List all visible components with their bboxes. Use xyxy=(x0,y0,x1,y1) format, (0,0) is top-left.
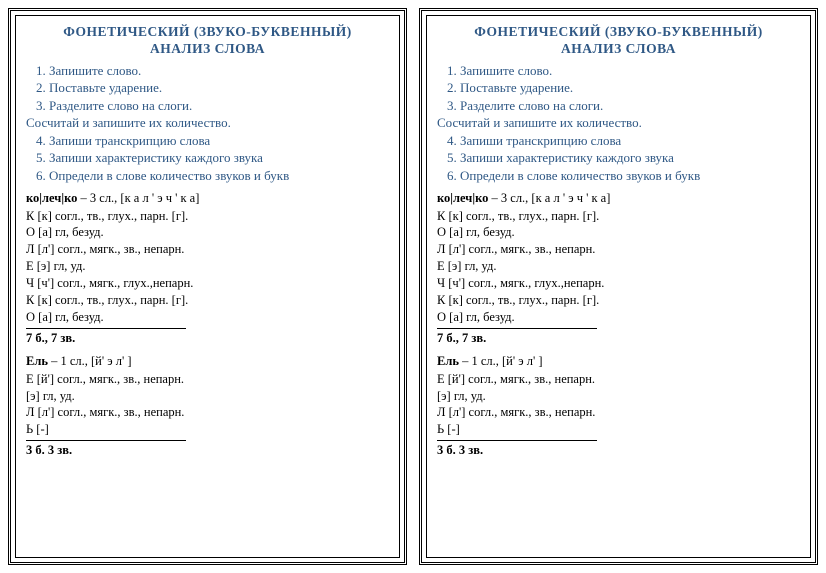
word1-header: ко|леч|ко – 3 сл., [к а л ' э ч ' к а] xyxy=(26,191,389,206)
step-2: 2. Поставьте ударение. xyxy=(437,79,800,97)
word1-row: О [а] гл, безуд. xyxy=(26,224,389,241)
word1-bold: ко|леч|ко xyxy=(26,191,77,205)
word2-header: Ель – 1 сл., [й' э л' ] xyxy=(437,354,800,369)
step-1: 1. Запишите слово. xyxy=(26,62,389,80)
word1-row: Л [л'] согл., мягк., зв., непарн. xyxy=(26,241,389,258)
word2-row: Ь [-] xyxy=(437,421,800,438)
word1-row: О [а] гл, безуд. xyxy=(26,309,389,326)
step-5: 5. Запиши характеристику каждого звука xyxy=(437,149,800,167)
word2-row: Л [л'] согл., мягк., зв., непарн. xyxy=(437,404,800,421)
page-card: ФОНЕТИЧЕСКИЙ (ЗВУКО-БУКВЕННЫЙ) АНАЛИЗ СЛ… xyxy=(419,8,818,565)
step-6: 6. Определи в слове количество звуков и … xyxy=(26,167,389,185)
word1-row: Е [э] гл, уд. xyxy=(26,258,389,275)
page-card: ФОНЕТИЧЕСКИЙ (ЗВУКО-БУКВЕННЫЙ) АНАЛИЗ СЛ… xyxy=(8,8,407,565)
underline-rule xyxy=(26,440,186,441)
word1-row: К [к] согл., тв., глух., парн. [г]. xyxy=(26,292,389,309)
steps-list: 1. Запишите слово. 2. Поставьте ударение… xyxy=(437,62,800,185)
doc-title: ФОНЕТИЧЕСКИЙ (ЗВУКО-БУКВЕННЫЙ) АНАЛИЗ СЛ… xyxy=(26,24,389,58)
word1-row: О [а] гл, безуд. xyxy=(437,224,800,241)
step-4: 4. Запиши транскрипцию слова xyxy=(437,132,800,150)
title-line-2: АНАЛИЗ СЛОВА xyxy=(437,41,800,58)
word1-row: К [к] согл., тв., глух., парн. [г]. xyxy=(437,208,800,225)
step-5: 5. Запиши характеристику каждого звука xyxy=(26,149,389,167)
word1-row: О [а] гл, безуд. xyxy=(437,309,800,326)
word2-summary: 3 б. 3 зв. xyxy=(26,443,389,458)
doc-title: ФОНЕТИЧЕСКИЙ (ЗВУКО-БУКВЕННЫЙ) АНАЛИЗ СЛ… xyxy=(437,24,800,58)
word1-summary: 7 б., 7 зв. xyxy=(437,331,800,346)
word1-row: Ч [ч'] согл., мягк., глух.,непарн. xyxy=(26,275,389,292)
underline-rule xyxy=(437,328,597,329)
word1-row: Е [э] гл, уд. xyxy=(437,258,800,275)
word1-row: Ч [ч'] согл., мягк., глух.,непарн. xyxy=(437,275,800,292)
word1-rest: – 3 сл., [к а л ' э ч ' к а] xyxy=(488,191,610,205)
title-line-2: АНАЛИЗ СЛОВА xyxy=(26,41,389,58)
word1-row: К [к] согл., тв., глух., парн. [г]. xyxy=(26,208,389,225)
word1-header: ко|леч|ко – 3 сл., [к а л ' э ч ' к а] xyxy=(437,191,800,206)
page-inner: ФОНЕТИЧЕСКИЙ (ЗВУКО-БУКВЕННЫЙ) АНАЛИЗ СЛ… xyxy=(15,15,400,558)
word2-rest: – 1 сл., [й' э л' ] xyxy=(48,354,132,368)
step-2: 2. Поставьте ударение. xyxy=(26,79,389,97)
word1-summary: 7 б., 7 зв. xyxy=(26,331,389,346)
steps-list: 1. Запишите слово. 2. Поставьте ударение… xyxy=(26,62,389,185)
underline-rule xyxy=(26,328,186,329)
step-3-sub: Сосчитай и запишите их количество. xyxy=(437,114,800,132)
title-line-1: ФОНЕТИЧЕСКИЙ (ЗВУКО-БУКВЕННЫЙ) xyxy=(437,24,800,41)
word2-header: Ель – 1 сл., [й' э л' ] xyxy=(26,354,389,369)
title-line-1: ФОНЕТИЧЕСКИЙ (ЗВУКО-БУКВЕННЫЙ) xyxy=(26,24,389,41)
word1-bold: ко|леч|ко xyxy=(437,191,488,205)
word1-row: Л [л'] согл., мягк., зв., непарн. xyxy=(437,241,800,258)
step-4: 4. Запиши транскрипцию слова xyxy=(26,132,389,150)
word2-bold: Ель xyxy=(26,354,48,368)
word2-row: [э] гл, уд. xyxy=(437,388,800,405)
step-3: 3. Разделите слово на слоги. xyxy=(26,97,389,115)
word2-rest: – 1 сл., [й' э л' ] xyxy=(459,354,543,368)
word2-bold: Ель xyxy=(437,354,459,368)
word1-rest: – 3 сл., [к а л ' э ч ' к а] xyxy=(77,191,199,205)
word2-row: Е [й'] согл., мягк., зв., непарн. xyxy=(437,371,800,388)
step-1: 1. Запишите слово. xyxy=(437,62,800,80)
step-6: 6. Определи в слове количество звуков и … xyxy=(437,167,800,185)
word2-row: Е [й'] согл., мягк., зв., непарн. xyxy=(26,371,389,388)
page-inner: ФОНЕТИЧЕСКИЙ (ЗВУКО-БУКВЕННЫЙ) АНАЛИЗ СЛ… xyxy=(426,15,811,558)
underline-rule xyxy=(437,440,597,441)
word2-row: Л [л'] согл., мягк., зв., непарн. xyxy=(26,404,389,421)
word2-row: [э] гл, уд. xyxy=(26,388,389,405)
word2-row: Ь [-] xyxy=(26,421,389,438)
step-3: 3. Разделите слово на слоги. xyxy=(437,97,800,115)
word2-summary: 3 б. 3 зв. xyxy=(437,443,800,458)
step-3-sub: Сосчитай и запишите их количество. xyxy=(26,114,389,132)
word1-row: К [к] согл., тв., глух., парн. [г]. xyxy=(437,292,800,309)
